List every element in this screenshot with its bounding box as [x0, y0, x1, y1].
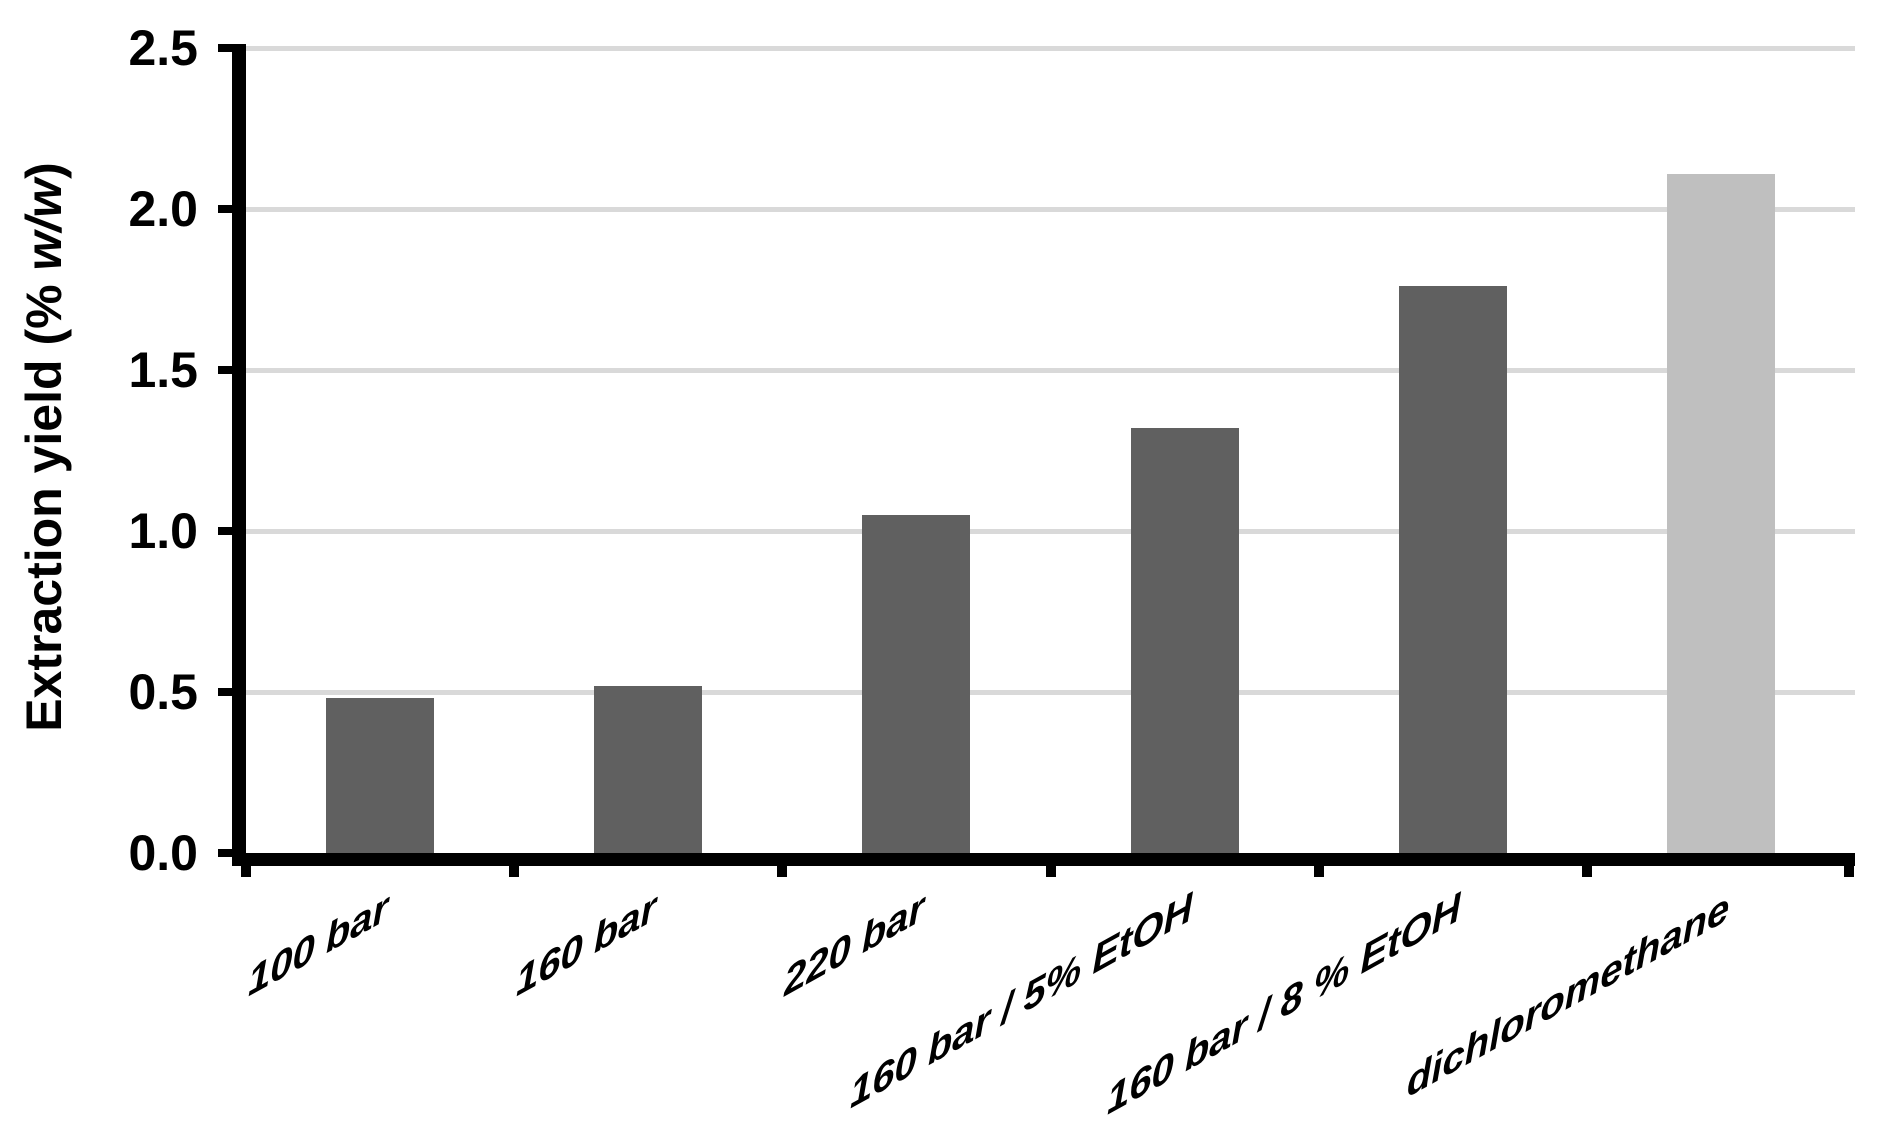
- bar-160-bar: [594, 686, 702, 853]
- y-axis-title-suffix: ): [16, 162, 72, 179]
- y-tick-label-0.5: 0.5: [128, 664, 198, 720]
- x-tick-mark: [777, 866, 788, 877]
- y-axis-title: Extraction yield (% w/w): [15, 162, 73, 732]
- x-tick-mark: [1844, 866, 1854, 877]
- y-tick-mark: [218, 366, 232, 374]
- x-tick-mark: [241, 866, 251, 877]
- bar-160-bar-5-etoh: [1131, 428, 1239, 853]
- y-tick-label-1.5: 1.5: [128, 342, 198, 398]
- bar-dichloromethane: [1667, 174, 1775, 853]
- bar-220-bar: [862, 515, 970, 853]
- gridline-2.5: [246, 46, 1855, 51]
- y-tick-mark: [218, 849, 232, 857]
- x-tick-label-220-bar: 220 bar: [784, 884, 925, 1006]
- x-tick-label-160-bar: 160 bar: [516, 884, 657, 1006]
- bar-160-bar-8-etoh: [1399, 286, 1507, 853]
- gridline-1: [246, 529, 1855, 534]
- y-tick-mark: [218, 205, 232, 213]
- y-tick-label-2.0: 2.0: [128, 181, 198, 237]
- gridline-1.5: [246, 368, 1855, 373]
- x-tick-mark: [1313, 866, 1324, 877]
- gridline-0.5: [246, 690, 1855, 695]
- y-tick-label-2.5: 2.5: [128, 20, 198, 76]
- y-axis-line: [232, 44, 246, 866]
- y-tick-mark: [218, 688, 232, 696]
- gridline-2: [246, 207, 1855, 212]
- x-tick-mark: [1045, 866, 1056, 877]
- bar-100-bar: [326, 698, 434, 853]
- x-axis-line: [232, 853, 1855, 866]
- y-tick-label-0.0: 0.0: [128, 825, 198, 881]
- y-tick-label-1.0: 1.0: [128, 503, 198, 559]
- x-tick-label-100-bar: 100 bar: [247, 884, 389, 1006]
- x-tick-mark: [509, 866, 520, 877]
- y-tick-mark: [218, 527, 232, 535]
- y-tick-mark: [218, 44, 232, 52]
- x-tick-mark: [1581, 866, 1592, 877]
